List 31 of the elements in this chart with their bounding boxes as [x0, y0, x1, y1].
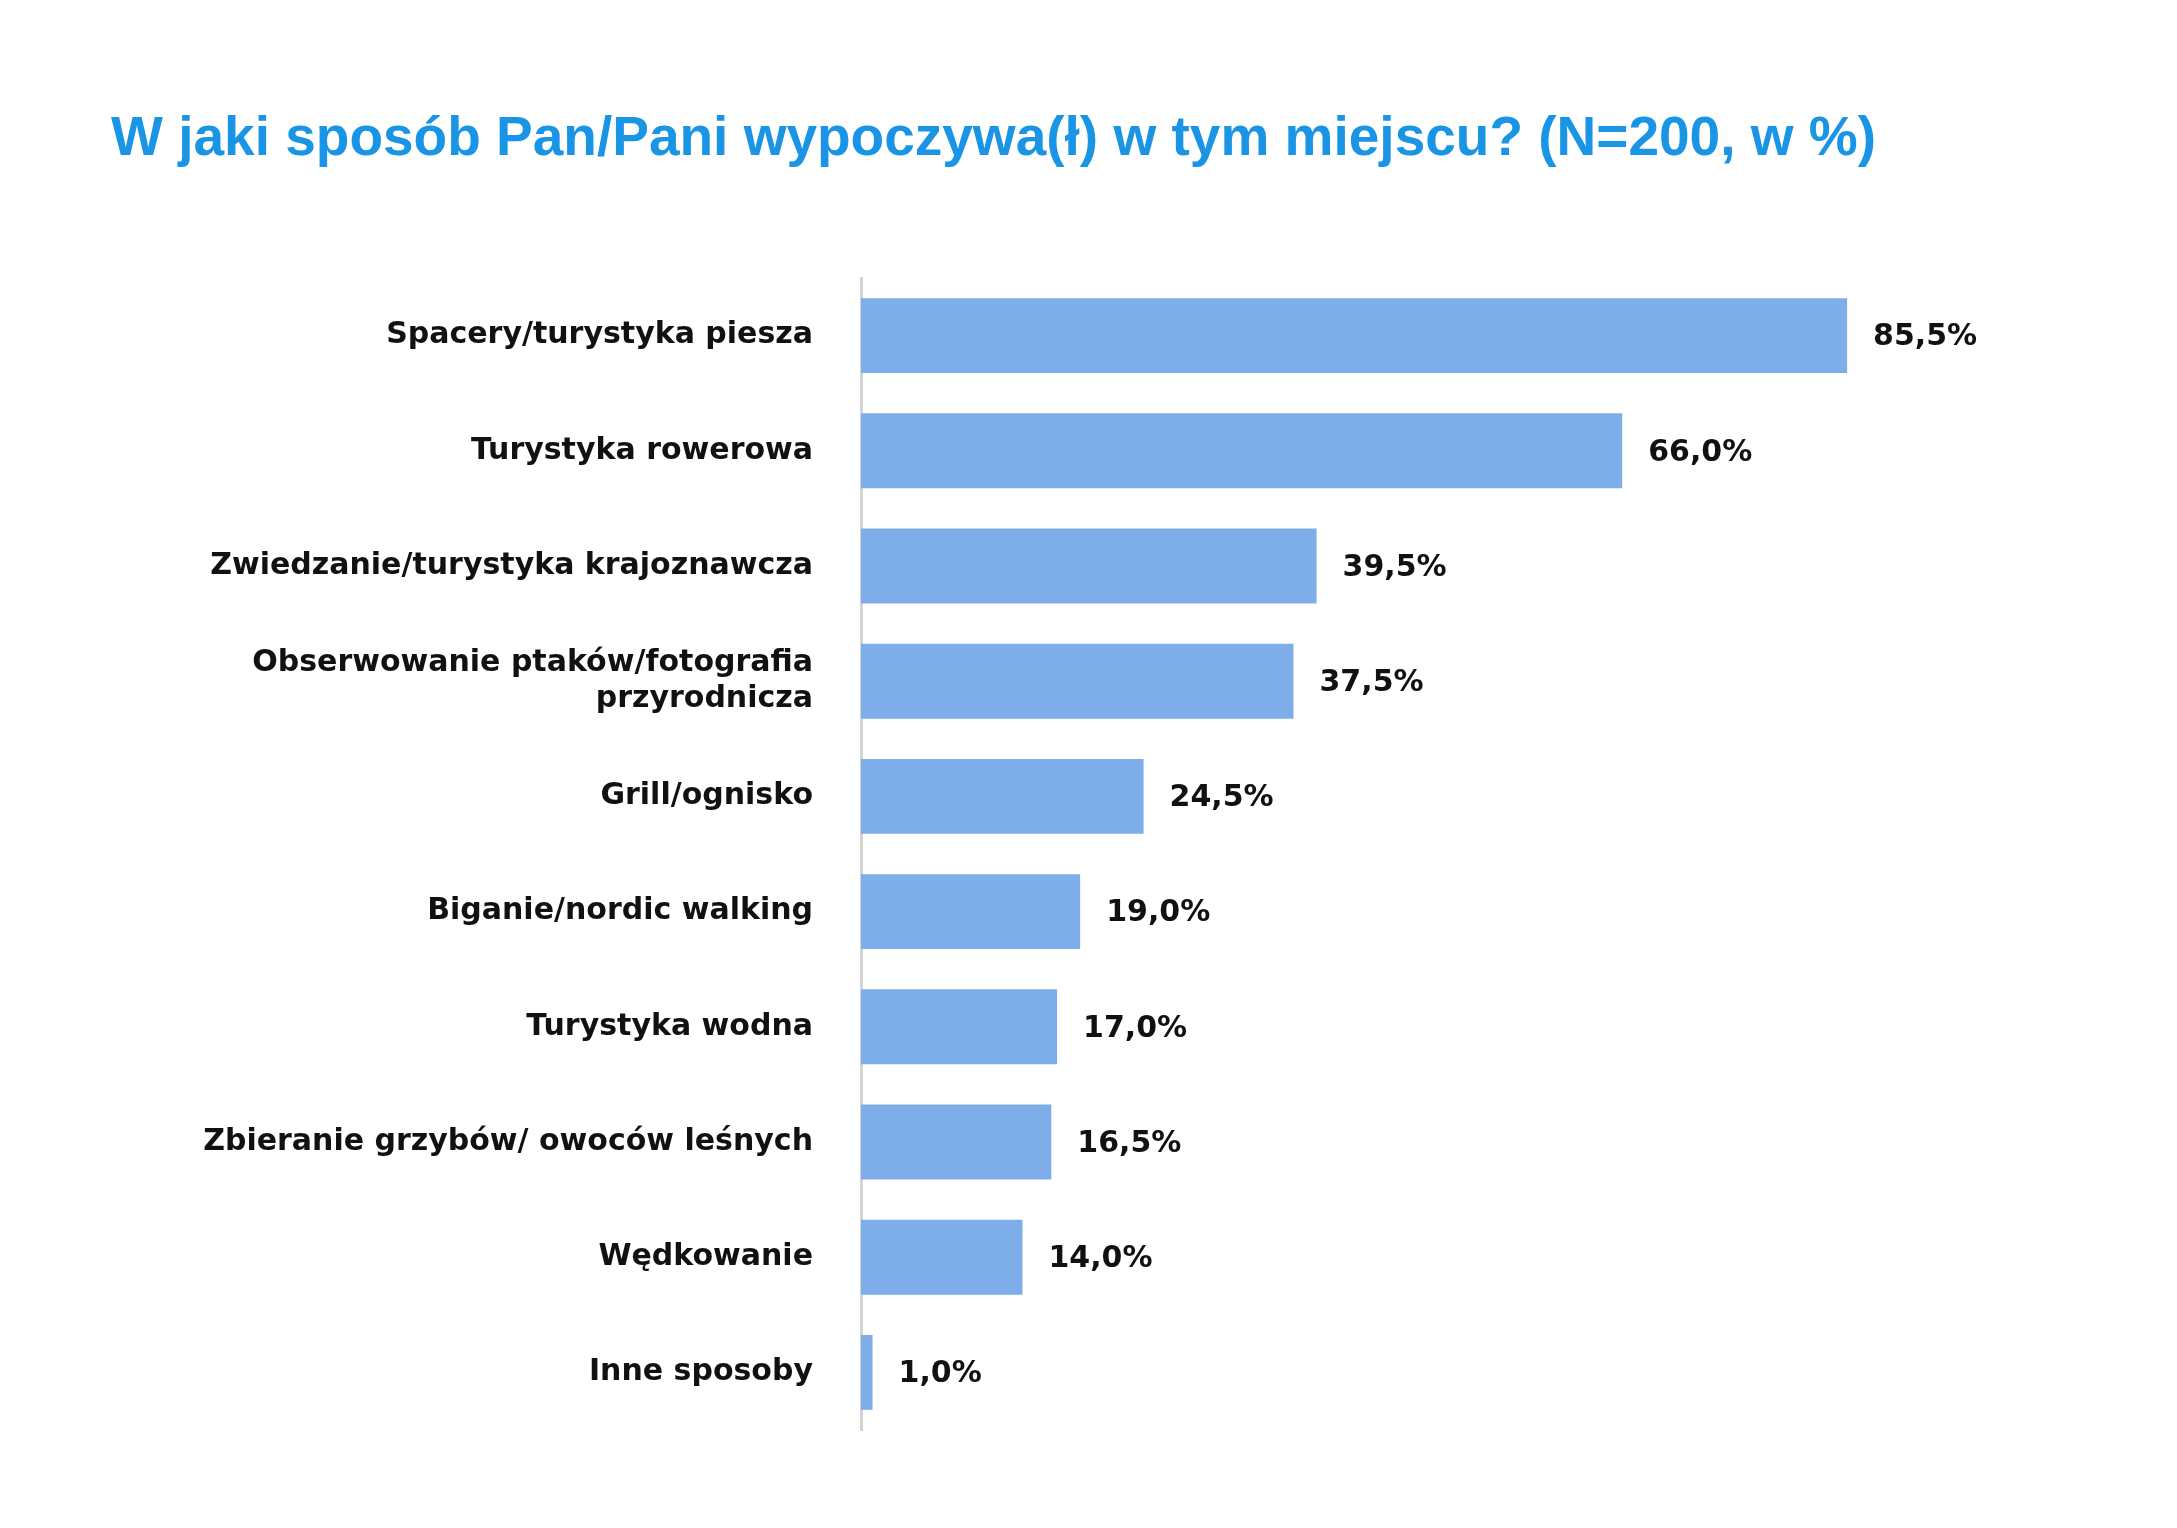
bar — [861, 643, 1294, 719]
y-tick-label: Wędkowanie — [598, 1237, 813, 1272]
bar — [861, 874, 1081, 950]
data-label: 17,0% — [1083, 1008, 1188, 1044]
data-label: 85,5% — [1873, 317, 1978, 353]
data-label: 19,0% — [1106, 893, 1211, 929]
y-tick-label: Biganie/nordic walking — [427, 891, 813, 927]
y-tick-label: Inne sposoby — [588, 1352, 814, 1388]
data-label: 24,5% — [1169, 778, 1274, 814]
bar — [861, 413, 1623, 489]
bar — [861, 1334, 873, 1410]
bar — [861, 989, 1058, 1065]
y-tick-label: Zbieranie grzybów/ owoców leśnych — [203, 1121, 813, 1157]
data-label: 14,0% — [1048, 1239, 1153, 1274]
data-label: 1,0% — [898, 1354, 982, 1390]
chart-title: W jaki sposób Pan/Pani wypoczywa(ł) w tym miejscu? (N=200, w %) — [111, 104, 1877, 168]
y-tick-label: Turystyka rowerowa — [470, 430, 813, 466]
y-tick-label: Zwiedzanie/turystyka krajoznawcza — [210, 545, 813, 581]
data-label: 37,5% — [1319, 663, 1424, 698]
y-tick-label: Obserwowanie ptaków/fotografia przyrodnicza — [252, 643, 813, 714]
y-tick-label: Spacery/turystyka piesza — [386, 315, 813, 351]
y-tick-label: Turystyka wodna — [526, 1006, 813, 1042]
bar — [861, 1219, 1023, 1295]
data-label: 16,5% — [1077, 1123, 1182, 1159]
data-label: 39,5% — [1342, 547, 1447, 583]
bar — [861, 528, 1317, 604]
bar — [861, 758, 1144, 834]
data-label: 66,0% — [1648, 432, 1753, 468]
bar — [861, 298, 1848, 374]
bar — [861, 1104, 1052, 1180]
y-tick-label: Grill/ognisko — [600, 776, 813, 812]
